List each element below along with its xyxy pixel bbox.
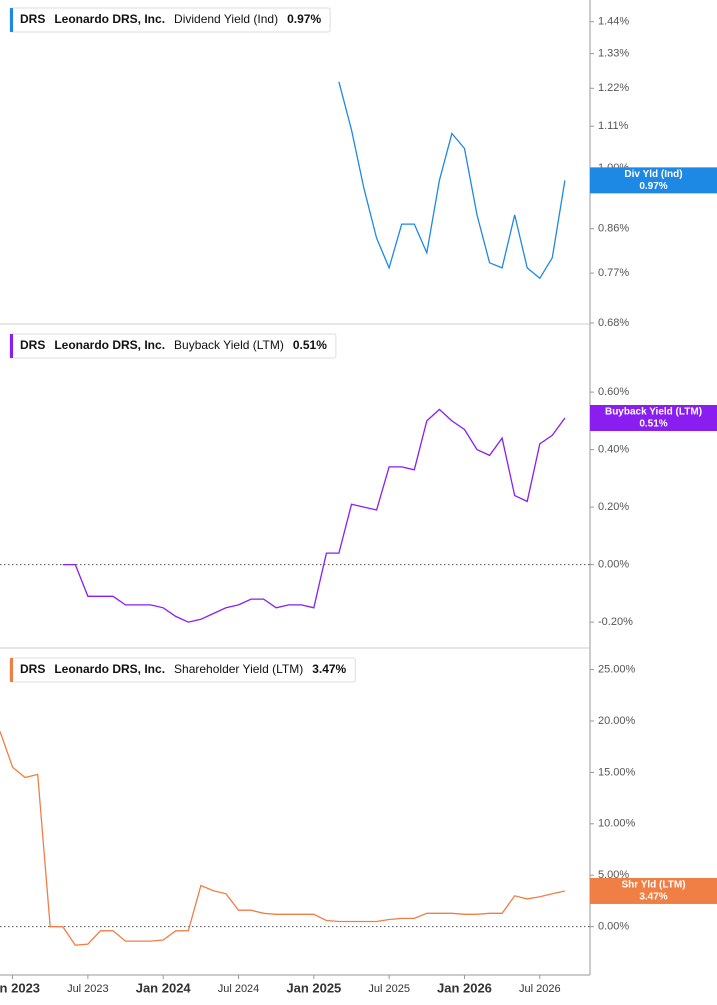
legend-series: Buyback Yield (LTM) xyxy=(174,338,284,352)
series-line xyxy=(0,731,566,946)
y-tick-label: 0.68% xyxy=(598,317,629,329)
legend-ticker: DRS xyxy=(20,12,45,26)
y-tick-label: 0.77% xyxy=(598,267,629,279)
legend-company: Leonardo DRS, Inc. xyxy=(54,12,165,26)
legend-swatch xyxy=(10,658,13,682)
y-tick-label: 0.40% xyxy=(598,444,629,456)
value-badge: Div Yld (Ind)0.97% xyxy=(590,167,717,194)
y-tick-label: 0.86% xyxy=(598,223,629,235)
series-line xyxy=(62,408,566,623)
legend-ticker: DRS xyxy=(20,662,45,676)
x-tick-label: Jul 2023 xyxy=(67,983,109,995)
y-tick-label: 1.11% xyxy=(598,120,629,132)
badge-bg xyxy=(590,877,717,904)
legend-value: 0.51% xyxy=(293,338,327,352)
badge-value: 0.51% xyxy=(639,419,667,430)
badge-bg xyxy=(590,405,717,431)
legend: DRS Leonardo DRS, Inc. Buyback Yield (LTM)… xyxy=(9,333,337,359)
badge-name: Buyback Yield (LTM) xyxy=(605,407,702,418)
y-tick-label: 1.44% xyxy=(598,16,629,28)
y-tick-label: 0.20% xyxy=(598,501,629,513)
legend: DRS Leonardo DRS, Inc. Dividend Yield (Ind… xyxy=(9,7,331,33)
legend-series: Shareholder Yield (LTM) xyxy=(174,662,303,676)
badge-bg xyxy=(590,167,717,194)
badge-value: 3.47% xyxy=(639,892,667,903)
x-tick-label: Jul 2026 xyxy=(519,983,561,995)
series-line xyxy=(338,81,566,280)
x-tick-label: Jan 2024 xyxy=(136,980,192,995)
y-tick-label: 20.00% xyxy=(598,715,636,727)
value-badge: Buyback Yield (LTM)0.51% xyxy=(590,405,717,431)
x-tick-label: Jul 2025 xyxy=(368,983,410,995)
y-tick-label: 0.00% xyxy=(598,559,629,571)
legend: DRS Leonardo DRS, Inc. Shareholder Yield (… xyxy=(9,657,356,683)
legend-value: 0.97% xyxy=(287,12,321,26)
x-tick-label: Jan 2023 xyxy=(0,980,40,995)
badge-name: Div Yld (Ind) xyxy=(624,169,682,180)
legend-ticker: DRS xyxy=(20,338,45,352)
y-tick-label: 25.00% xyxy=(598,663,636,675)
y-tick-label: 15.00% xyxy=(598,766,636,778)
legend-swatch xyxy=(10,8,13,32)
legend-series: Dividend Yield (Ind) xyxy=(174,12,278,26)
legend-value: 3.47% xyxy=(312,662,346,676)
x-tick-label: Jul 2024 xyxy=(218,983,260,995)
y-tick-label: 10.00% xyxy=(598,818,636,830)
y-tick-label: 1.33% xyxy=(598,48,629,60)
legend-company: Leonardo DRS, Inc. xyxy=(54,662,165,676)
legend-swatch xyxy=(10,334,13,358)
x-tick-label: Jan 2026 xyxy=(437,980,492,995)
y-tick-label: 0.00% xyxy=(598,921,629,933)
y-tick-label: 1.22% xyxy=(598,82,629,94)
value-badge: Shr Yld (LTM)3.47% xyxy=(590,877,717,904)
y-tick-label: 0.60% xyxy=(598,386,629,398)
badge-name: Shr Yld (LTM) xyxy=(621,880,685,891)
y-tick-label: -0.20% xyxy=(598,616,633,628)
legend-company: Leonardo DRS, Inc. xyxy=(54,338,165,352)
badge-value: 0.97% xyxy=(639,181,667,192)
x-tick-label: Jan 2025 xyxy=(286,980,341,995)
